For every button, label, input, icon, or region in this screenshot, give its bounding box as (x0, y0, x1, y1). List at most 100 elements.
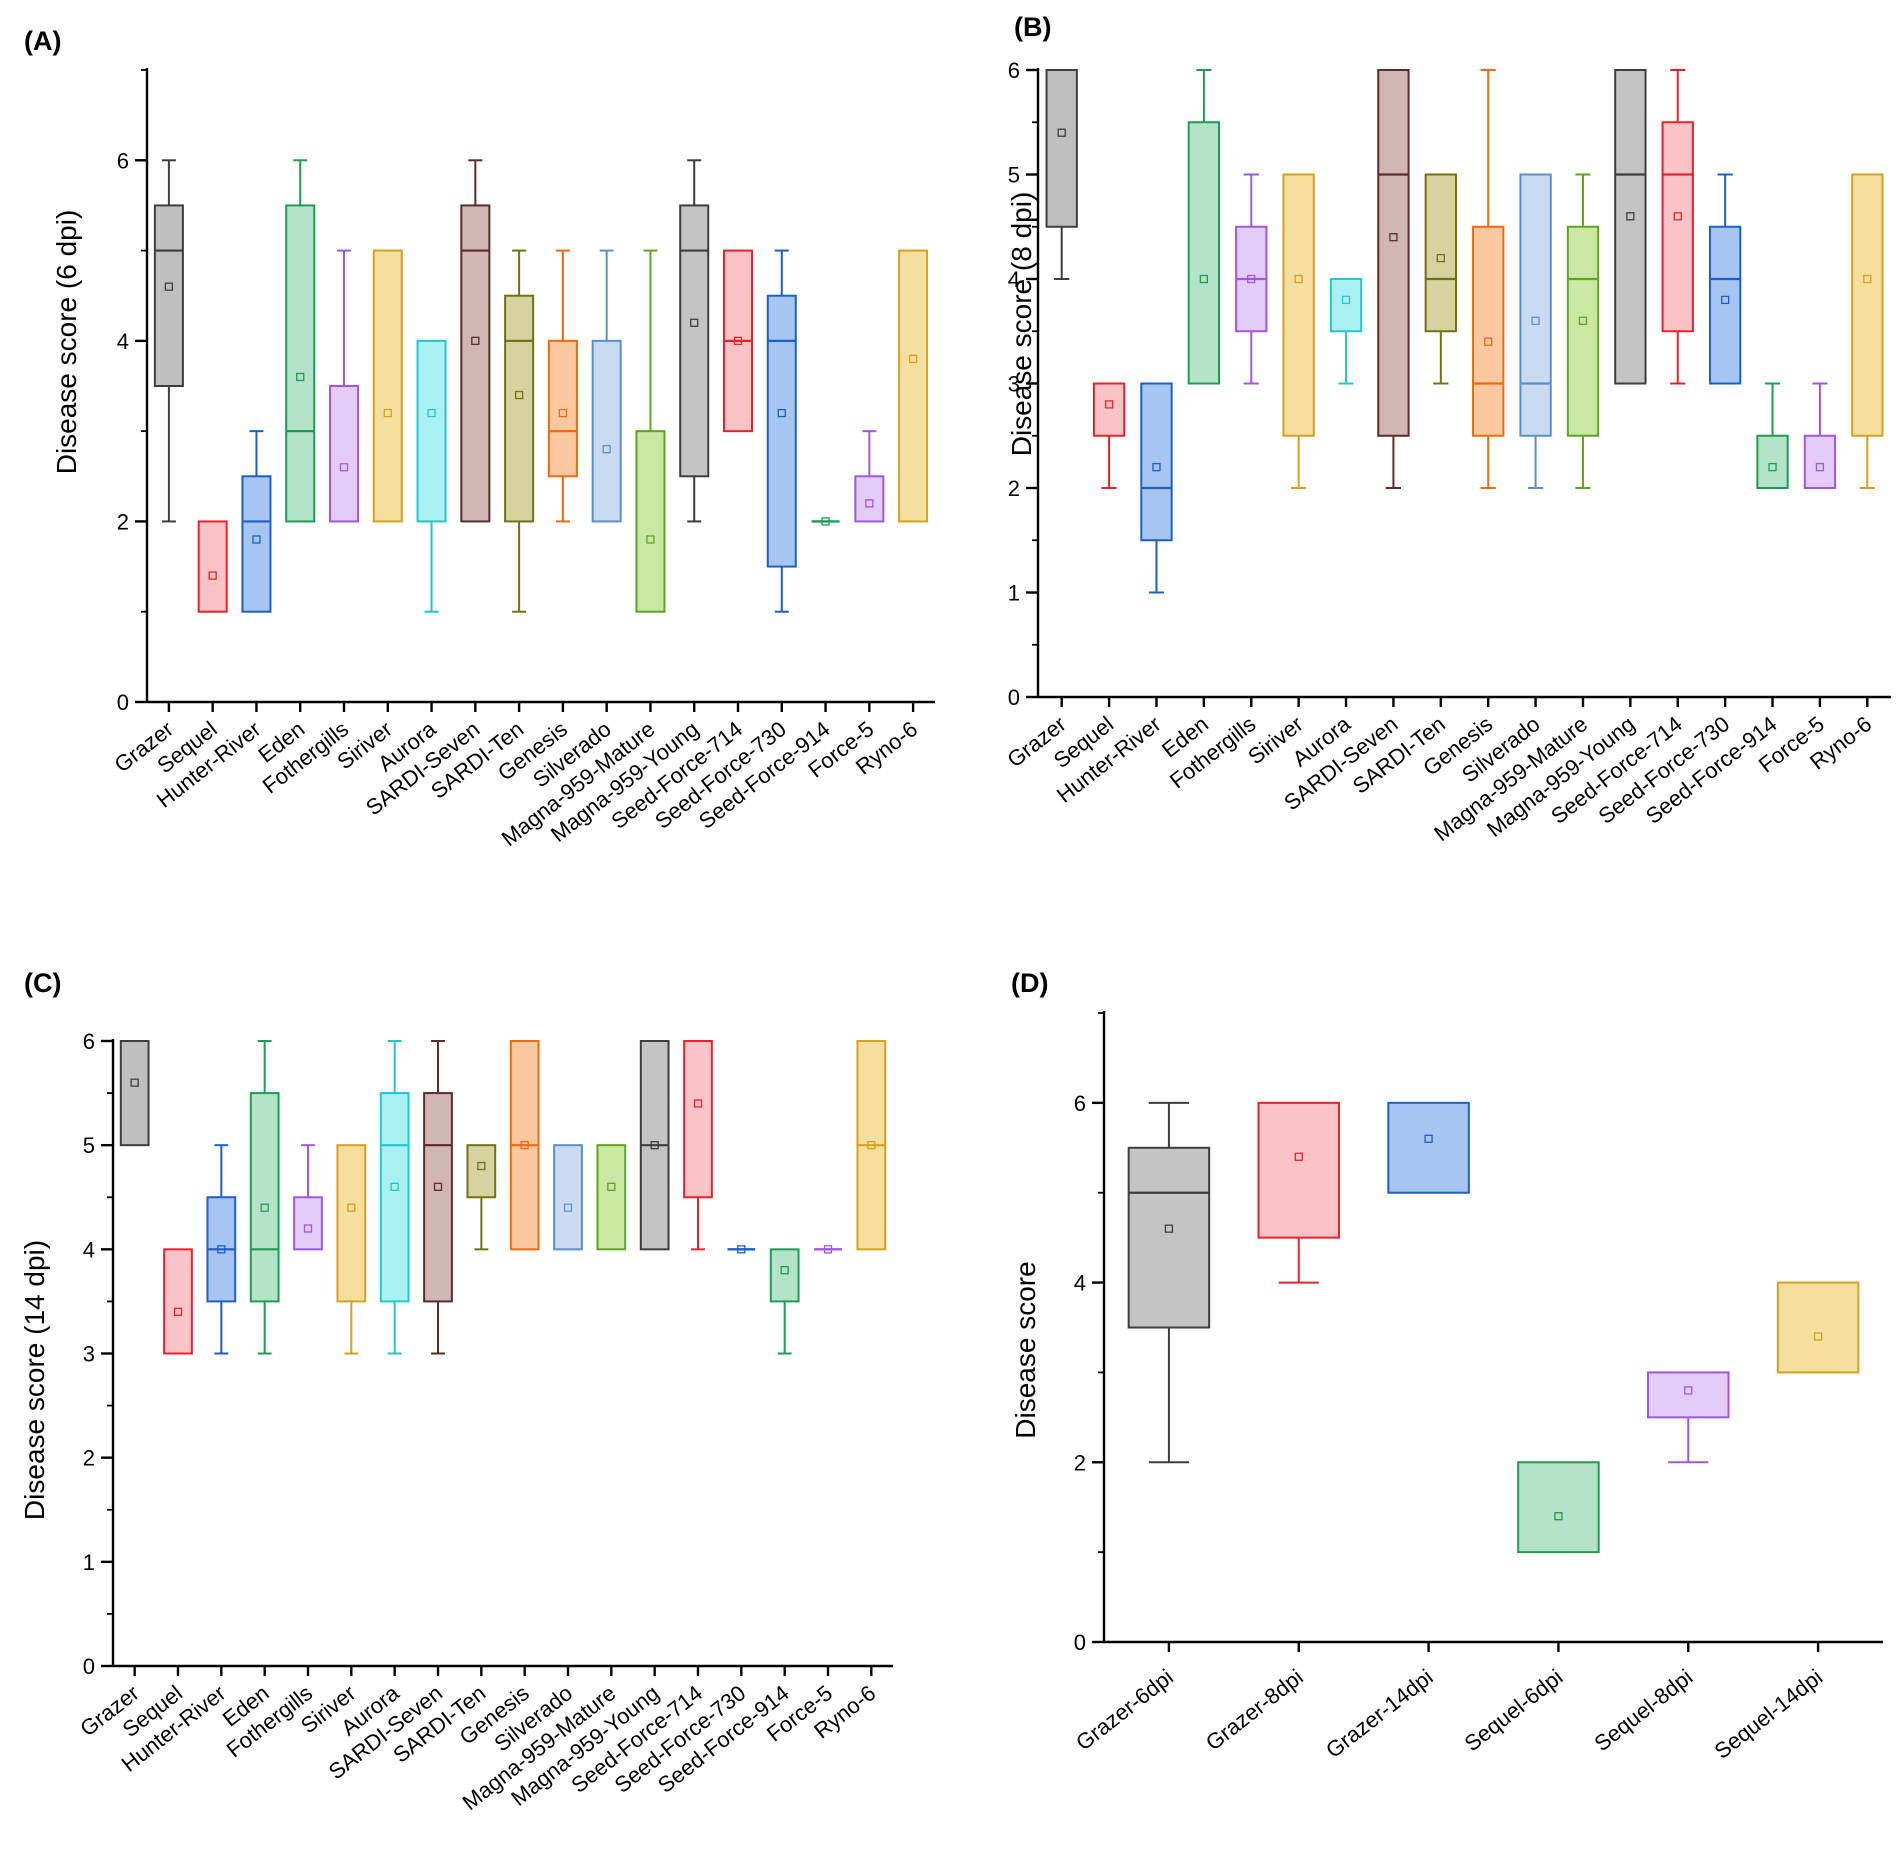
box-magna-959-mature (1566, 173, 1600, 489)
box-genesis (547, 249, 578, 523)
x-category-label: Grazer-6dpi (1071, 1664, 1178, 1755)
box-silverado (591, 249, 622, 523)
mean-marker (908, 354, 918, 364)
mean-marker (514, 390, 524, 400)
y-tick-label: 2 (1074, 1450, 1086, 1475)
iqr-box (1803, 434, 1837, 489)
panel-b: (B) Disease score (8 dpi) 0123456GrazerS… (1002, 12, 1891, 846)
iqr-box (379, 1092, 410, 1303)
box-sardi-ten (1424, 173, 1457, 385)
box-force-5 (1803, 382, 1837, 489)
mean-marker (737, 1245, 746, 1254)
y-tick-label: 6 (117, 148, 129, 173)
mean-marker (433, 1182, 443, 1191)
iqr-box (898, 249, 929, 523)
mean-marker (558, 408, 568, 418)
mean-marker (1424, 1134, 1433, 1143)
box-grazer-6dpi (1127, 1101, 1211, 1464)
box-silverado (553, 1144, 583, 1251)
iqr-box (1045, 69, 1078, 228)
box-grazer (153, 159, 184, 523)
iqr-box (249, 1092, 280, 1303)
iqr-box (683, 1040, 713, 1199)
y-tick-label: 0 (117, 690, 129, 715)
plot-area: 0246GrazerSequelHunter-RiverEdenFothergi… (110, 68, 935, 851)
mean-marker (690, 318, 699, 327)
mean-marker (252, 535, 261, 544)
iqr-box (1377, 69, 1410, 437)
box-force-5 (814, 1245, 842, 1254)
mean-marker (1626, 212, 1635, 221)
mean-marker (1768, 462, 1777, 472)
box-seed-force-730 (727, 1245, 756, 1254)
box-sequel (163, 1248, 193, 1355)
iqr-box (766, 294, 797, 568)
iqr-box (1566, 225, 1600, 437)
y-tick-label: 0 (1074, 1630, 1086, 1655)
mean-marker (1341, 295, 1351, 305)
mean-marker (1247, 274, 1256, 284)
box-eden (249, 1040, 280, 1355)
box-eden (285, 159, 316, 523)
mean-marker (260, 1203, 269, 1212)
x-category-label: Sequel-8dpi (1589, 1664, 1697, 1756)
iqr-box (328, 385, 360, 523)
mean-marker (867, 1141, 876, 1150)
mean-marker (780, 1266, 789, 1275)
iqr-box (1517, 1461, 1600, 1554)
mean-marker (427, 408, 436, 418)
iqr-box (1282, 173, 1315, 437)
box-magna-959-mature (635, 249, 666, 613)
mean-marker (303, 1224, 313, 1233)
iqr-box (1519, 173, 1552, 437)
iqr-box (1708, 225, 1742, 385)
y-tick-label: 6 (83, 1029, 95, 1054)
mean-marker (477, 1161, 486, 1171)
y-tick-label: 1 (83, 1550, 95, 1575)
mean-marker (471, 336, 480, 346)
box-ryno-6 (856, 1040, 887, 1251)
mean-marker (1294, 274, 1303, 284)
iqr-box (1424, 173, 1457, 333)
mean-marker (296, 372, 305, 382)
y-tick-label: 1 (1008, 581, 1020, 606)
mean-marker (1104, 400, 1114, 409)
iqr-box (769, 1248, 800, 1303)
y-tick-label: 3 (83, 1342, 95, 1367)
mean-marker (865, 499, 874, 508)
plot-area: 0123456GrazerSequelHunter-RiverEdenFothe… (1002, 58, 1891, 846)
y-tick-label: 4 (1008, 267, 1020, 292)
iqr-box (596, 1144, 627, 1251)
iqr-box (547, 339, 578, 478)
y-axis-label: Disease score (1010, 1261, 1041, 1438)
mean-marker (646, 535, 655, 544)
box-sardi-seven (1377, 69, 1410, 489)
mean-marker (1164, 1224, 1174, 1233)
box-seed-force-714 (1661, 69, 1694, 385)
mean-marker (173, 1307, 183, 1316)
mean-marker (520, 1141, 529, 1150)
y-tick-label: 4 (83, 1237, 95, 1262)
panel-c: (C) Disease score (14 dpi) 0123456Grazer… (19, 968, 893, 1815)
box-seed-force-914 (769, 1248, 800, 1355)
panel-tag: (C) (24, 968, 61, 998)
iqr-box (1257, 1101, 1340, 1239)
box-ryno-6 (898, 249, 929, 523)
panel-a: (A) Disease score (6 dpi) 0246GrazerSequ… (24, 26, 935, 851)
box-aurora (1329, 278, 1363, 385)
box-grazer-8dpi (1257, 1101, 1340, 1284)
mean-marker (693, 1099, 703, 1108)
iqr-box (553, 1144, 583, 1251)
mean-marker (1199, 274, 1209, 284)
x-category-label: Grazer-14dpi (1321, 1664, 1438, 1763)
iqr-box (163, 1248, 193, 1355)
mean-marker (563, 1203, 573, 1212)
mean-marker (383, 408, 392, 418)
iqr-box (1472, 225, 1505, 437)
box-sardi-seven (460, 159, 491, 523)
iqr-box (153, 204, 184, 387)
y-axis-label: Disease score (14 dpi) (19, 1240, 50, 1520)
mean-marker (1057, 128, 1066, 137)
mean-marker (1863, 274, 1872, 284)
